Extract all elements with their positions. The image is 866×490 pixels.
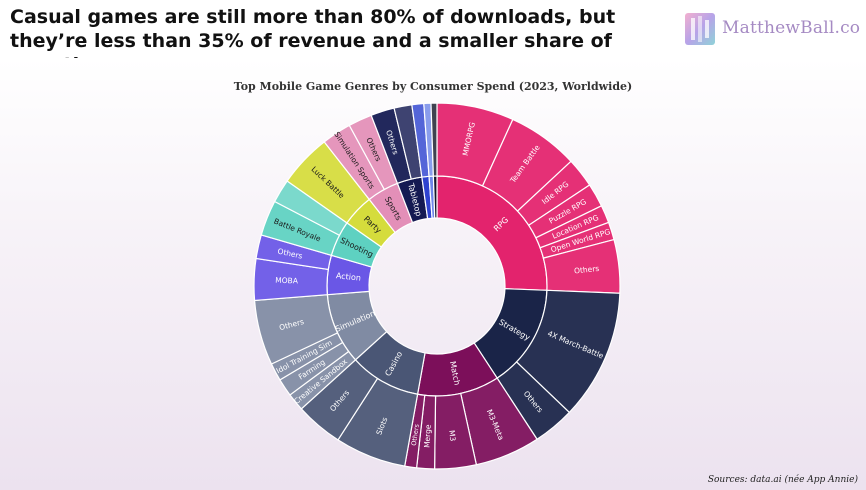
outer-label-match-m3: M3	[447, 430, 457, 442]
header: Casual games are still more than 80% of …	[0, 0, 866, 76]
outer-label-action-moba: MOBA	[275, 276, 299, 286]
headline: Casual games are still more than 80% of …	[10, 6, 616, 76]
outer-label-match-merge: Merge	[422, 424, 432, 448]
chart-title: Top Mobile Game Genres by Consumer Spend…	[233, 80, 633, 93]
outer-label-match-others: Others	[410, 423, 421, 446]
source-note: Sources: data.ai (née App Annie)	[707, 475, 858, 485]
outer-label-rpg-others: Others	[574, 264, 600, 276]
inner-label-action: Action	[336, 271, 362, 283]
brand[interactable]: MatthewBall.co	[684, 12, 864, 46]
outer-slice-tail-unlabeled-30	[430, 102, 438, 177]
brand-logo-icon	[685, 13, 715, 45]
brand-name: MatthewBall.co	[722, 18, 861, 38]
